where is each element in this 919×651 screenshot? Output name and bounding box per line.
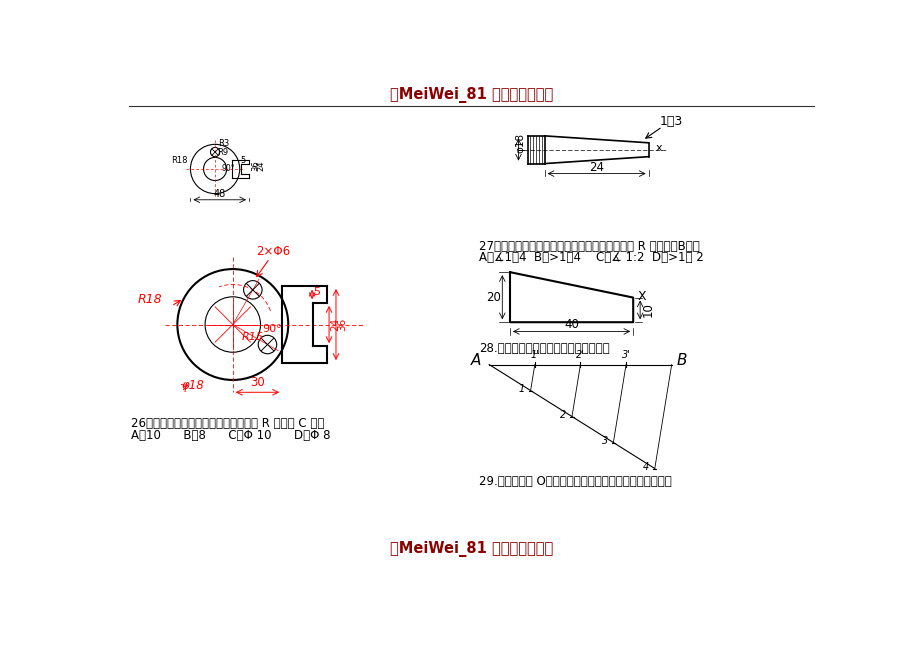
Text: 90°: 90°	[262, 324, 281, 334]
Text: 48: 48	[213, 189, 225, 199]
Text: 『MeiWei_81 重点借鉴文档』: 『MeiWei_81 重点借鉴文档』	[390, 87, 552, 103]
Text: X: X	[637, 290, 646, 303]
Text: 24: 24	[256, 161, 266, 171]
Text: R15: R15	[242, 332, 264, 342]
Text: R9: R9	[216, 148, 228, 157]
Text: 10: 10	[641, 303, 654, 317]
Text: 1: 1	[518, 384, 525, 394]
Text: 28.把下图线段四等分（保留作图轨迹）: 28.把下图线段四等分（保留作图轨迹）	[479, 342, 609, 355]
Text: A、10      B、8      C、Φ 10      D、Φ 8: A、10 B、8 C、Φ 10 D、Φ 8	[131, 429, 330, 442]
Text: R18: R18	[171, 156, 187, 165]
Text: 2: 2	[560, 410, 566, 420]
Text: B: B	[675, 353, 686, 368]
Text: R18: R18	[137, 293, 162, 306]
Text: 3: 3	[601, 436, 607, 446]
Text: 36: 36	[337, 318, 347, 331]
Text: 2': 2'	[575, 350, 584, 359]
Text: 1：3: 1：3	[659, 115, 683, 128]
Text: 5: 5	[240, 156, 245, 165]
Text: 30: 30	[250, 376, 265, 389]
Text: 29.已知下图圆 O，求作其内接正五边形（保留作图轨迹）: 29.已知下图圆 O，求作其内接正五边形（保留作图轨迹）	[479, 475, 671, 488]
Text: 1': 1'	[530, 350, 539, 359]
Text: φ18: φ18	[181, 379, 204, 392]
Text: 90°: 90°	[221, 163, 234, 173]
Text: R3: R3	[218, 139, 229, 148]
Text: 20: 20	[485, 291, 500, 303]
Text: A、∡1：4  B、>1：4    C、∡ 1:2  D、>1： 2: A、∡1：4 B、>1：4 C、∡ 1:2 D、>1： 2	[479, 251, 703, 264]
Text: 24: 24	[330, 318, 340, 331]
Text: 36: 36	[251, 160, 260, 171]
Text: A: A	[471, 353, 481, 368]
Text: 5: 5	[313, 287, 321, 298]
Text: φ18: φ18	[515, 133, 525, 153]
Text: 27、已知右图中的尺寸，若要标出它的斜度，则 R 应写成（B）。: 27、已知右图中的尺寸，若要标出它的斜度，则 R 应写成（B）。	[479, 240, 699, 253]
Text: x: x	[655, 143, 662, 153]
Text: 40: 40	[563, 318, 578, 331]
Text: 26、由右图中的已知尺寸和其锥度可知 R 应为（ C ）。: 26、由右图中的已知尺寸和其锥度可知 R 应为（ C ）。	[131, 417, 324, 430]
Text: 24: 24	[588, 161, 604, 174]
Text: 『MeiWei_81 重点借鉴文档』: 『MeiWei_81 重点借鉴文档』	[390, 542, 552, 557]
Text: 2×Φ6: 2×Φ6	[255, 245, 289, 258]
Text: 4: 4	[642, 462, 649, 472]
Text: 3': 3'	[621, 350, 630, 359]
